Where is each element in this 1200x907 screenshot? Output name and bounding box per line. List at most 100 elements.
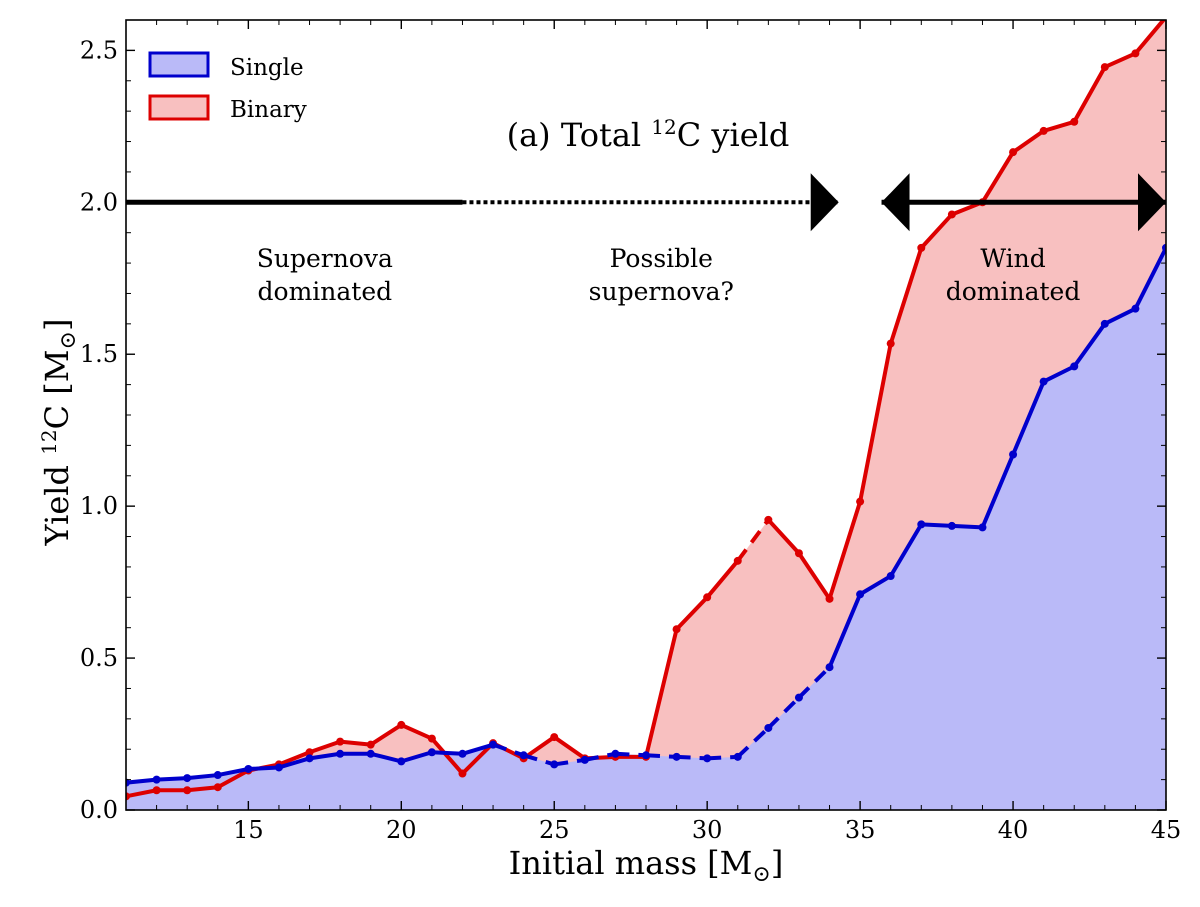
data-point-binary bbox=[1009, 148, 1018, 157]
line-segment-binary bbox=[1072, 65, 1107, 124]
data-point-single bbox=[1131, 304, 1140, 313]
data-point-single bbox=[886, 572, 895, 581]
data-point-single bbox=[1162, 243, 1166, 252]
line-segment-single bbox=[185, 773, 220, 781]
data-point-single bbox=[917, 520, 926, 529]
line-segment-single bbox=[126, 777, 159, 785]
y-tick-label: 0.5 bbox=[80, 644, 118, 672]
data-point-single bbox=[183, 774, 192, 783]
line-segment-single bbox=[645, 753, 677, 759]
data-point-binary bbox=[458, 769, 467, 778]
line-segment-binary bbox=[1133, 20, 1166, 56]
line-segment-single bbox=[368, 751, 404, 764]
x-tick-label: 20 bbox=[386, 816, 417, 844]
data-point-single bbox=[427, 748, 436, 757]
data-point-single bbox=[642, 751, 650, 760]
line-segment-binary bbox=[705, 558, 740, 600]
line-segment-binary bbox=[1102, 51, 1138, 70]
data-point-binary bbox=[825, 594, 834, 603]
legend: Single Binary bbox=[148, 51, 307, 123]
data-point-binary bbox=[183, 786, 192, 795]
line-segment-binary bbox=[796, 551, 832, 601]
line-segment-binary bbox=[674, 595, 710, 632]
data-point-single bbox=[366, 749, 375, 758]
line-segment-single bbox=[1041, 364, 1077, 384]
data-point-single bbox=[519, 751, 528, 760]
y-tick-label: 2.0 bbox=[80, 188, 118, 216]
chart-title: (a) Total 12C yield bbox=[507, 115, 790, 154]
x-axis-label: Initial mass [M⊙] bbox=[509, 844, 784, 887]
line-segment-single bbox=[276, 756, 312, 770]
line-segment-single bbox=[154, 776, 190, 782]
data-point-binary bbox=[1039, 126, 1048, 135]
line-segment-binary bbox=[185, 785, 220, 793]
line-segment-binary bbox=[1011, 128, 1046, 155]
line-segment-binary bbox=[766, 517, 801, 556]
data-point-single bbox=[126, 778, 130, 787]
line-segment-single bbox=[1011, 379, 1046, 457]
y-tick-label: 2.5 bbox=[80, 36, 118, 64]
line-segment-binary bbox=[368, 722, 404, 747]
line-segment-single bbox=[1072, 321, 1107, 369]
data-point-single bbox=[305, 754, 314, 763]
line-segment-single bbox=[858, 574, 893, 597]
area-fill-single bbox=[126, 247, 1166, 810]
region-label-2-line-1: Possible bbox=[610, 244, 713, 273]
data-point-single bbox=[825, 663, 834, 672]
data-point-binary bbox=[336, 737, 345, 746]
data-point-binary bbox=[764, 515, 773, 524]
line-segment-single bbox=[949, 523, 985, 530]
series-lines bbox=[126, 20, 1166, 801]
line-segment-single bbox=[523, 753, 555, 767]
x-axis-ticks: 15 20 25 30 35 40 45 bbox=[156, 20, 1181, 844]
data-point-single bbox=[764, 723, 773, 732]
line-segment-binary bbox=[736, 518, 770, 563]
data-point-binary bbox=[550, 733, 559, 742]
y-tick-label: 0.0 bbox=[80, 796, 118, 824]
line-segment-single bbox=[766, 696, 801, 730]
data-point-binary bbox=[1131, 49, 1140, 58]
data-point-single bbox=[856, 590, 865, 599]
x-tick-label: 25 bbox=[539, 816, 570, 844]
region-label-3-line-2: dominated bbox=[946, 277, 1081, 306]
line-segment-single bbox=[429, 750, 465, 756]
data-point-binary bbox=[427, 734, 436, 743]
data-point-single bbox=[213, 771, 222, 780]
data-point-single bbox=[580, 755, 589, 764]
line-segment-single bbox=[553, 757, 586, 767]
data-point-binary bbox=[1070, 117, 1079, 126]
line-segment-single bbox=[797, 665, 831, 699]
data-point-single bbox=[703, 754, 712, 763]
line-segment-single bbox=[980, 452, 1016, 530]
data-point-single bbox=[1100, 319, 1109, 328]
data-point-single bbox=[274, 763, 283, 772]
line-segment-single bbox=[919, 522, 954, 528]
line-segment-binary bbox=[827, 499, 863, 601]
data-point-single bbox=[489, 740, 498, 749]
line-segment-binary bbox=[307, 739, 343, 755]
region-labels: Supernova dominated Possible supernova? Wind… bbox=[257, 244, 1081, 306]
y-axis-ticks: 0.0 0.5 1.0 1.5 2.0 2.5 bbox=[80, 36, 1166, 824]
line-segment-binary bbox=[1041, 119, 1077, 133]
line-segment-single bbox=[215, 766, 251, 778]
x-tick-label: 15 bbox=[233, 816, 264, 844]
line-segment-binary bbox=[126, 788, 159, 799]
data-point-binary bbox=[856, 497, 865, 506]
y-axis-label: Yield 12C [M⊙] bbox=[37, 319, 81, 547]
x-tick-label: 40 bbox=[998, 816, 1029, 844]
data-point-single bbox=[336, 749, 345, 758]
y-tick-label: 1.0 bbox=[80, 492, 118, 520]
data-point-binary bbox=[213, 783, 222, 792]
data-point-binary bbox=[703, 593, 712, 602]
line-segment-binary bbox=[644, 627, 679, 759]
line-segment-binary bbox=[399, 722, 434, 741]
data-point-binary bbox=[917, 243, 926, 252]
line-segment-single bbox=[707, 754, 738, 761]
data-point-single bbox=[978, 523, 987, 532]
data-point-single bbox=[244, 764, 253, 773]
series-fills bbox=[126, 20, 1166, 810]
data-point-single bbox=[1070, 362, 1079, 371]
line-segment-single bbox=[246, 765, 281, 771]
x-tick-label: 35 bbox=[845, 816, 876, 844]
data-point-binary bbox=[794, 549, 803, 558]
